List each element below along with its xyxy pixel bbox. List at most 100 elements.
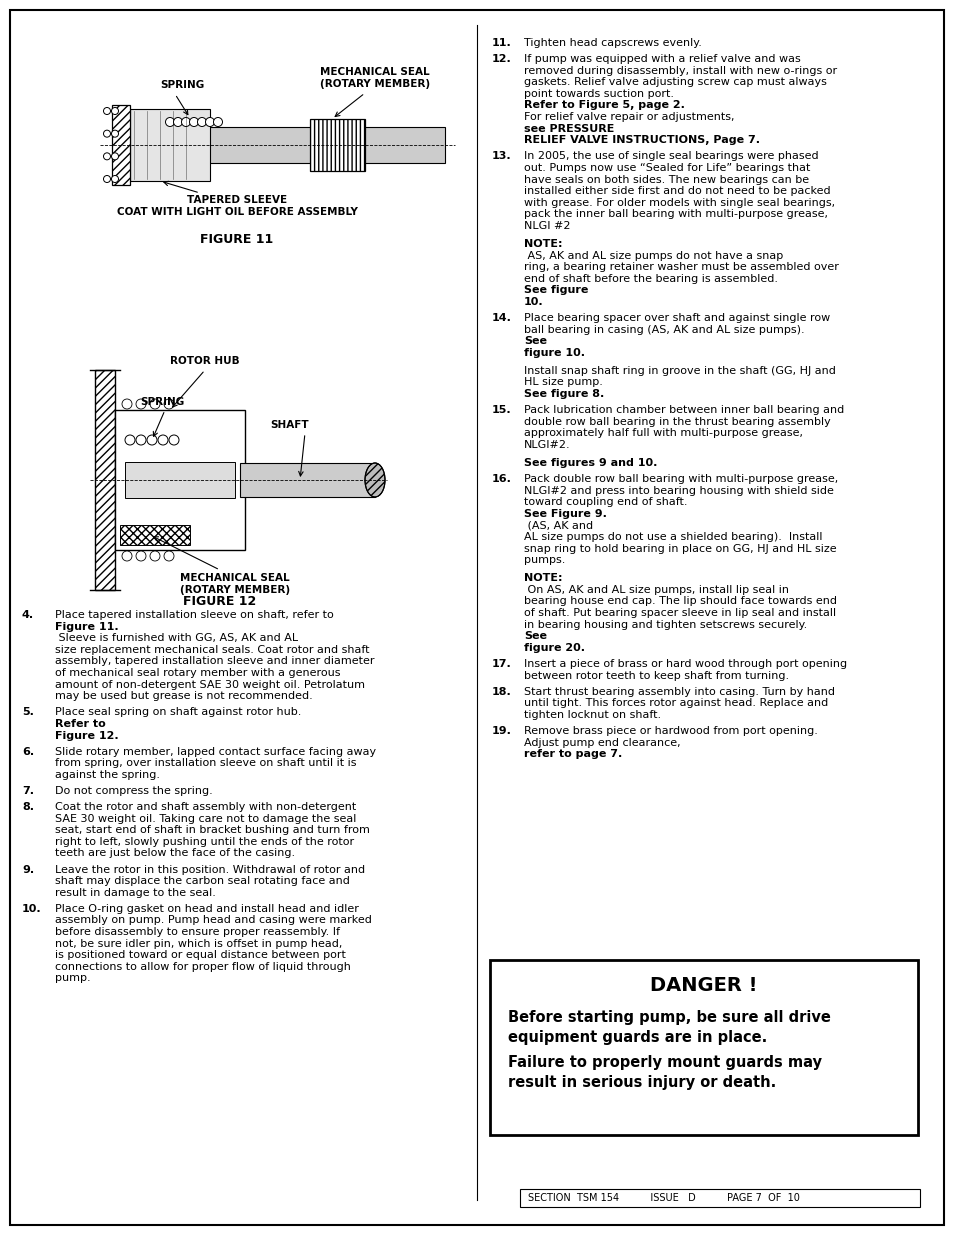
Text: is positioned toward or equal distance between port: is positioned toward or equal distance b… <box>55 950 346 960</box>
Text: See figures 9 and 10.: See figures 9 and 10. <box>523 458 657 468</box>
Circle shape <box>190 117 198 126</box>
Text: 12.: 12. <box>492 54 511 64</box>
Text: See Figure 9.: See Figure 9. <box>523 509 606 519</box>
Bar <box>240 463 375 496</box>
Text: double row ball bearing in the thrust bearing assembly: double row ball bearing in the thrust be… <box>523 416 830 427</box>
Text: pack the inner ball bearing with multi-purpose grease,: pack the inner ball bearing with multi-p… <box>523 210 827 220</box>
Text: See: See <box>523 336 546 346</box>
Text: 18.: 18. <box>492 687 511 697</box>
Text: seat, start end of shaft in bracket bushing and turn from: seat, start end of shaft in bracket bush… <box>55 825 370 835</box>
Bar <box>120 525 190 545</box>
Text: NOTE:: NOTE: <box>523 573 562 583</box>
Text: HL size pump.: HL size pump. <box>523 378 606 388</box>
Text: ROTOR HUB: ROTOR HUB <box>170 356 239 366</box>
Circle shape <box>103 153 111 159</box>
Text: 9.: 9. <box>22 864 34 874</box>
Text: gaskets. Relief valve adjusting screw cap must always: gaskets. Relief valve adjusting screw ca… <box>523 78 826 88</box>
Text: Do not compress the spring.: Do not compress the spring. <box>55 785 213 795</box>
Circle shape <box>164 551 173 561</box>
Text: DANGER !: DANGER ! <box>650 976 757 995</box>
Text: See: See <box>523 631 546 641</box>
Text: Before starting pump, be sure all drive
equipment guards are in place.: Before starting pump, be sure all drive … <box>507 1010 830 1045</box>
Text: NLGI#2 and press into bearing housing with shield side: NLGI#2 and press into bearing housing wi… <box>523 485 833 495</box>
Text: Sleeve is furnished with GG, AS, AK and AL: Sleeve is furnished with GG, AS, AK and … <box>55 634 297 643</box>
Text: SECTION  TSM 154          ISSUE   D          PAGE 7  OF  10: SECTION TSM 154 ISSUE D PAGE 7 OF 10 <box>527 1193 799 1203</box>
Text: In 2005, the use of single seal bearings were phased: In 2005, the use of single seal bearings… <box>523 152 818 162</box>
Text: SAE 30 weight oil. Taking care not to damage the seal: SAE 30 weight oil. Taking care not to da… <box>55 814 356 824</box>
Text: AL size pumps do not use a shielded bearing).  Install: AL size pumps do not use a shielded bear… <box>523 532 821 542</box>
Text: Adjust pump end clearance,: Adjust pump end clearance, <box>523 737 683 747</box>
Text: until tight. This forces rotor against head. Replace and: until tight. This forces rotor against h… <box>523 698 827 708</box>
Text: ring, a bearing retainer washer must be assembled over: ring, a bearing retainer washer must be … <box>523 262 838 272</box>
Text: toward coupling end of shaft.: toward coupling end of shaft. <box>523 498 690 508</box>
Text: not, be sure idler pin, which is offset in pump head,: not, be sure idler pin, which is offset … <box>55 939 342 948</box>
Text: Refer to Figure 5, page 2.: Refer to Figure 5, page 2. <box>523 100 684 110</box>
Bar <box>490 960 917 1135</box>
Text: SPRING: SPRING <box>140 396 184 408</box>
Circle shape <box>112 175 118 183</box>
Text: figure 20.: figure 20. <box>523 643 584 653</box>
Bar <box>125 462 234 498</box>
Text: tighten locknut on shaft.: tighten locknut on shaft. <box>523 710 660 720</box>
Text: MECHANICAL SEAL
(ROTARY MEMBER): MECHANICAL SEAL (ROTARY MEMBER) <box>319 68 430 89</box>
Circle shape <box>112 153 118 159</box>
Circle shape <box>165 117 174 126</box>
Bar <box>112 105 130 185</box>
Circle shape <box>112 130 118 137</box>
Text: before disassembly to ensure proper reassembly. If: before disassembly to ensure proper reas… <box>55 927 339 937</box>
Circle shape <box>173 117 182 126</box>
Circle shape <box>169 435 179 445</box>
Text: pump.: pump. <box>55 973 91 983</box>
Text: may be used but grease is not recommended.: may be used but grease is not recommende… <box>55 692 313 701</box>
Text: result in damage to the seal.: result in damage to the seal. <box>55 888 215 898</box>
Text: in bearing housing and tighten setscrews securely.: in bearing housing and tighten setscrews… <box>523 620 810 630</box>
Text: Tighten head capscrews evenly.: Tighten head capscrews evenly. <box>523 38 701 48</box>
Text: figure 10.: figure 10. <box>523 348 584 358</box>
Text: Place seal spring on shaft against rotor hub.: Place seal spring on shaft against rotor… <box>55 708 305 718</box>
Circle shape <box>158 435 168 445</box>
Text: pumps.: pumps. <box>523 556 565 566</box>
Circle shape <box>103 130 111 137</box>
Bar <box>95 370 115 590</box>
Text: 15.: 15. <box>492 405 511 415</box>
Text: FIGURE 12: FIGURE 12 <box>183 595 256 608</box>
Bar <box>115 127 444 163</box>
Text: shaft may displace the carbon seal rotating face and: shaft may displace the carbon seal rotat… <box>55 876 350 885</box>
Text: 6.: 6. <box>22 747 34 757</box>
Text: On AS, AK and AL size pumps, install lip seal in: On AS, AK and AL size pumps, install lip… <box>523 585 788 595</box>
Text: teeth are just below the face of the casing.: teeth are just below the face of the cas… <box>55 848 294 858</box>
Text: Start thrust bearing assembly into casing. Turn by hand: Start thrust bearing assembly into casin… <box>523 687 834 697</box>
Text: Remove brass piece or hardwood from port opening.: Remove brass piece or hardwood from port… <box>523 726 817 736</box>
Text: against the spring.: against the spring. <box>55 769 160 779</box>
Text: MECHANICAL SEAL
(ROTARY MEMBER): MECHANICAL SEAL (ROTARY MEMBER) <box>180 573 290 594</box>
Text: Coat the rotor and shaft assembly with non-detergent: Coat the rotor and shaft assembly with n… <box>55 802 355 811</box>
Text: 13.: 13. <box>492 152 511 162</box>
Text: Refer to: Refer to <box>55 719 106 729</box>
Text: point towards suction port.: point towards suction port. <box>523 89 677 99</box>
Text: have seals on both sides. The new bearings can be: have seals on both sides. The new bearin… <box>523 174 808 184</box>
Circle shape <box>136 399 146 409</box>
Text: Insert a piece of brass or hard wood through port opening: Insert a piece of brass or hard wood thr… <box>523 659 846 669</box>
Ellipse shape <box>365 463 385 496</box>
Text: ball bearing in casing (AS, AK and AL size pumps).: ball bearing in casing (AS, AK and AL si… <box>523 325 807 335</box>
Text: See figure: See figure <box>523 285 588 295</box>
Circle shape <box>136 551 146 561</box>
Text: snap ring to hold bearing in place on GG, HJ and HL size: snap ring to hold bearing in place on GG… <box>523 543 836 553</box>
Circle shape <box>112 107 118 115</box>
Text: 8.: 8. <box>22 802 34 811</box>
Text: NLGI#2.: NLGI#2. <box>523 440 570 450</box>
Text: Install snap shaft ring in groove in the shaft (GG, HJ and: Install snap shaft ring in groove in the… <box>523 366 835 375</box>
Text: of shaft. Put bearing spacer sleeve in lip seal and install: of shaft. Put bearing spacer sleeve in l… <box>523 608 835 618</box>
Bar <box>310 119 365 170</box>
Text: Failure to properly mount guards may
result in serious injury or death.: Failure to properly mount guards may res… <box>507 1055 821 1089</box>
Circle shape <box>164 399 173 409</box>
Text: 7.: 7. <box>22 785 34 795</box>
Circle shape <box>136 435 146 445</box>
Text: bearing house end cap. The lip should face towards end: bearing house end cap. The lip should fa… <box>523 597 836 606</box>
Text: connections to allow for proper flow of liquid through: connections to allow for proper flow of … <box>55 962 351 972</box>
Text: RELIEF VALVE INSTRUCTIONS, Page 7.: RELIEF VALVE INSTRUCTIONS, Page 7. <box>523 136 760 146</box>
Circle shape <box>213 117 222 126</box>
Text: installed either side first and do not need to be packed: installed either side first and do not n… <box>523 186 830 196</box>
Circle shape <box>205 117 214 126</box>
Text: 17.: 17. <box>492 659 511 669</box>
